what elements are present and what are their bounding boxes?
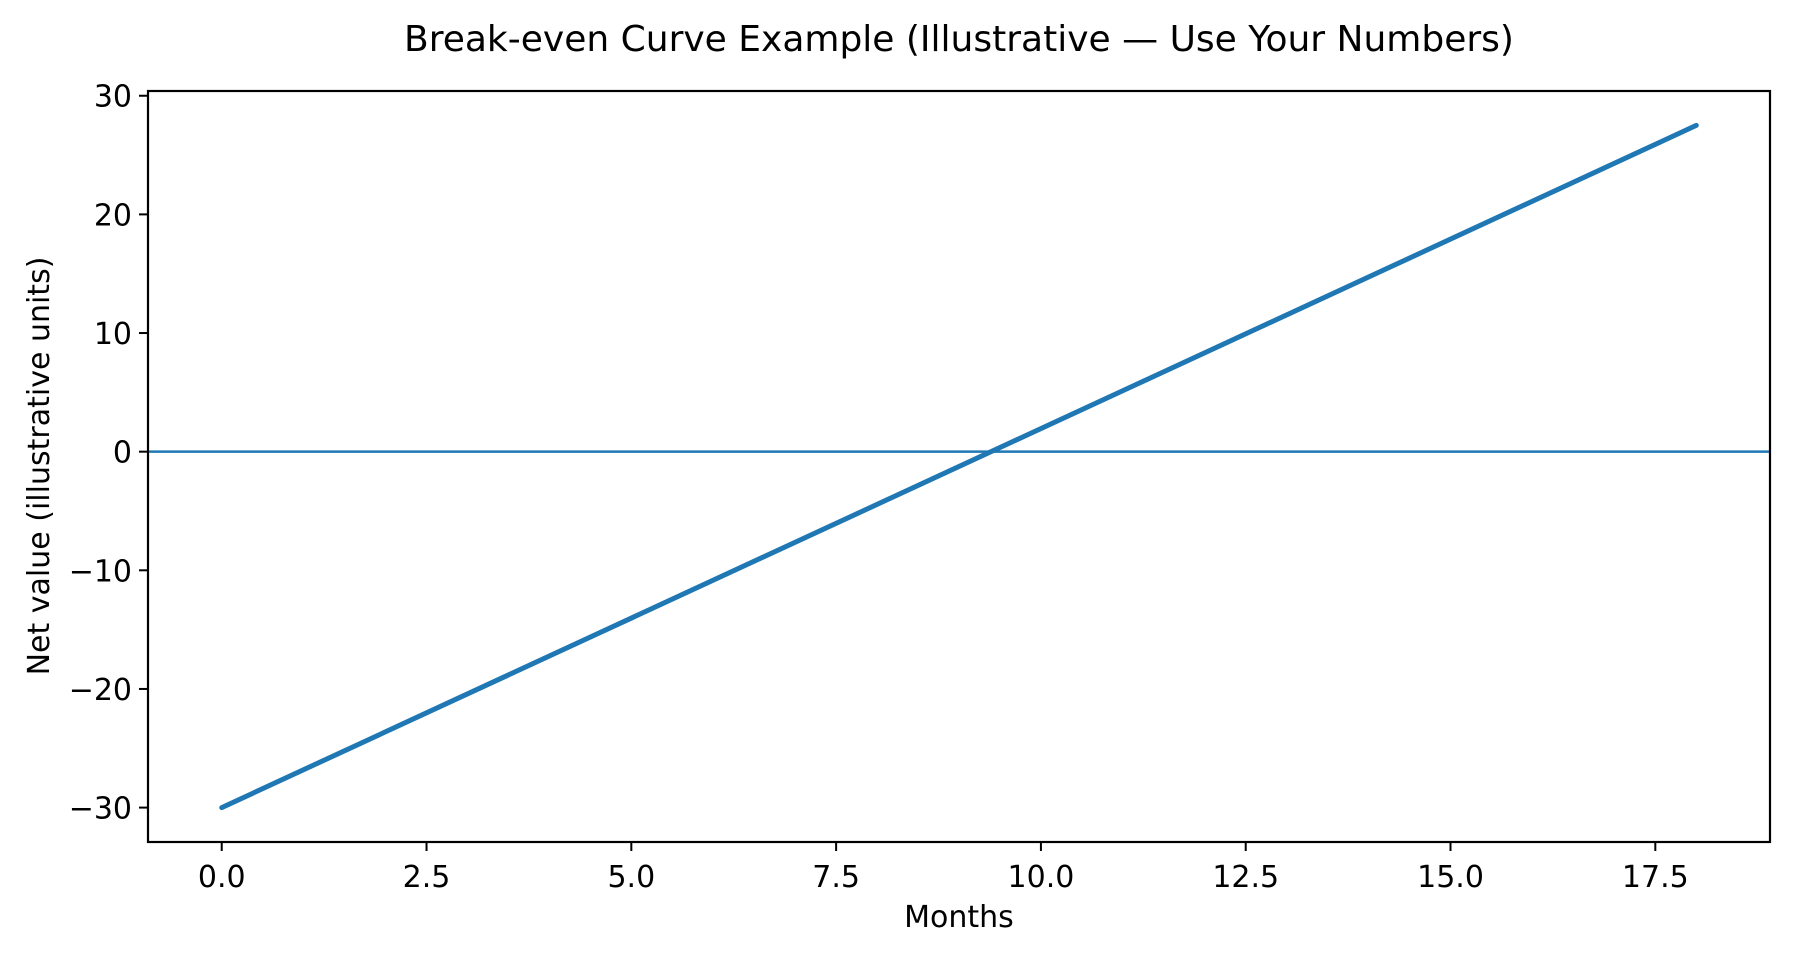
x-axis-tick-label: 10.0 — [1008, 860, 1075, 895]
y-axis-tick-label: −20 — [69, 673, 132, 708]
y-axis-tick-label: 30 — [94, 80, 132, 115]
x-axis-tick-label: 7.5 — [812, 860, 860, 895]
x-axis-tick-label: 12.5 — [1212, 860, 1279, 895]
y-axis-tick-label: −10 — [69, 554, 132, 589]
x-axis-tick-label: 17.5 — [1622, 860, 1689, 895]
x-axis-tick-label: 2.5 — [403, 860, 451, 895]
x-axis-label: Months — [904, 900, 1014, 935]
x-axis-tick-label: 15.0 — [1417, 860, 1484, 895]
x-axis-tick-label: 5.0 — [607, 860, 655, 895]
axes-border — [146, 89, 1772, 844]
y-axis-tick-label: −30 — [69, 792, 132, 827]
y-axis-tick-label: 10 — [94, 317, 132, 352]
net-value-line — [219, 122, 1699, 811]
x-axis-tick-label: 0.0 — [198, 860, 246, 895]
y-axis-label: Net value (illustrative units) — [22, 256, 57, 676]
chart-title: Break-even Curve Example (Illustrative —… — [404, 19, 1514, 60]
y-axis-tick-label: 20 — [94, 198, 132, 233]
y-axis-tick-label: 0 — [113, 436, 132, 471]
